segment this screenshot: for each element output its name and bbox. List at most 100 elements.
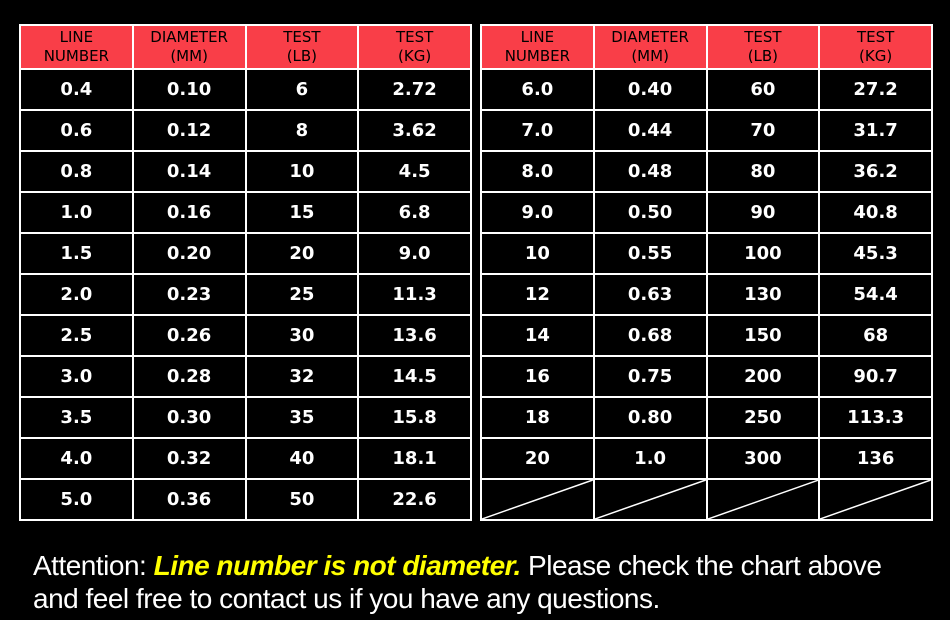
diagonal-cell: [480, 478, 595, 521]
table-cell: 32: [244, 355, 360, 398]
table-cell: 6.0: [480, 68, 595, 111]
table-row: 18 0.80 250 113.3: [480, 396, 933, 439]
table-row: 14 0.68 150 68: [480, 314, 933, 357]
table-cell: 200: [705, 355, 821, 398]
table-cell: 25: [244, 273, 360, 316]
column-header: TEST (LB): [244, 24, 360, 70]
table-cell: 30: [244, 314, 360, 357]
column-header: LINE NUMBER: [480, 24, 595, 70]
table-row: 7.0 0.44 70 31.7: [480, 109, 933, 152]
table-cell: 0.32: [131, 437, 247, 480]
table-row: 6.0 0.40 60 27.2: [480, 68, 933, 111]
table-cell: 18.1: [357, 437, 472, 480]
table-cell: 35: [244, 396, 360, 439]
table-cell: 113.3: [818, 396, 933, 439]
attention-highlight: Line number is not diameter.: [153, 550, 522, 581]
table-cell: 7.0: [480, 109, 595, 152]
tables-row: LINE NUMBER DIAMETER (MM) TEST (LB) TEST (K…: [19, 24, 933, 521]
table-cell: 6: [244, 68, 360, 111]
table-cell: 3.0: [19, 355, 134, 398]
table-cell: 11.3: [357, 273, 472, 316]
table-row: 3.0 0.28 32 14.5: [19, 355, 472, 398]
table-row: 16 0.75 200 90.7: [480, 355, 933, 398]
table-cell: 20: [480, 437, 595, 480]
table-cell: 90: [705, 191, 821, 234]
diagonal-slash-icon: [820, 480, 931, 519]
header-row: LINE NUMBER DIAMETER (MM) TEST (LB) TEST (K…: [480, 24, 933, 70]
table-cell: 0.10: [131, 68, 247, 111]
table-cell: 4.0: [19, 437, 134, 480]
table-cell: 40: [244, 437, 360, 480]
table-cell: 16: [480, 355, 595, 398]
table-cell: 300: [705, 437, 821, 480]
diagonal-slash-icon: [482, 480, 593, 519]
table-cell: 20: [244, 232, 360, 275]
table-cell: 0.48: [592, 150, 708, 193]
attention-note: Attention: Line number is not diameter. …: [33, 549, 938, 615]
table-cell: 12: [480, 273, 595, 316]
table-cell: 8.0: [480, 150, 595, 193]
table-cell: 5.0: [19, 478, 134, 521]
column-header: DIAMETER (MM): [131, 24, 247, 70]
table-cell: 0.8: [19, 150, 134, 193]
column-header: LINE NUMBER: [19, 24, 134, 70]
table-cell: 1.0: [19, 191, 134, 234]
table-cell: 45.3: [818, 232, 933, 275]
table-cell: 0.6: [19, 109, 134, 152]
attention-suffix: Please check the chart above and feel fr…: [33, 550, 882, 614]
table-cell: 50: [244, 478, 360, 521]
table-cell: 136: [818, 437, 933, 480]
table-row: 20 1.0 300 136: [480, 437, 933, 480]
diagonal-cell: [818, 478, 933, 521]
diagonal-cell: [592, 478, 708, 521]
table-cell: 31.7: [818, 109, 933, 152]
table-cell: 0.63: [592, 273, 708, 316]
table-cell: 0.26: [131, 314, 247, 357]
table-cell: 27.2: [818, 68, 933, 111]
diagonal-slash-icon: [708, 480, 819, 519]
table-cell: 8: [244, 109, 360, 152]
table-row: 1.5 0.20 20 9.0: [19, 232, 472, 275]
table-cell: 1.0: [592, 437, 708, 480]
table-cell: 150: [705, 314, 821, 357]
table-cell: 3.5: [19, 396, 134, 439]
table-cell: 14: [480, 314, 595, 357]
table-cell: 0.23: [131, 273, 247, 316]
table-cell: 0.68: [592, 314, 708, 357]
diagonal-cell: [705, 478, 821, 521]
table-row: 10 0.55 100 45.3: [480, 232, 933, 275]
table-cell: 0.55: [592, 232, 708, 275]
column-header: DIAMETER (MM): [592, 24, 708, 70]
table-cell: 4.5: [357, 150, 472, 193]
table-cell: 80: [705, 150, 821, 193]
table-cell: 2.5: [19, 314, 134, 357]
table-row: 8.0 0.48 80 36.2: [480, 150, 933, 193]
table-cell: 68: [818, 314, 933, 357]
table-row: 0.8 0.14 10 4.5: [19, 150, 472, 193]
table-cell: 3.62: [357, 109, 472, 152]
table-cell: 250: [705, 396, 821, 439]
table-cell: 10: [480, 232, 595, 275]
table-cell: 0.80: [592, 396, 708, 439]
table-cell: 0.14: [131, 150, 247, 193]
table-cell: 54.4: [818, 273, 933, 316]
line-spec-table-left: LINE NUMBER DIAMETER (MM) TEST (LB) TEST (K…: [19, 24, 472, 521]
table-cell: 9.0: [357, 232, 472, 275]
table-cell: 0.12: [131, 109, 247, 152]
table-cell: 10: [244, 150, 360, 193]
table-cell: 90.7: [818, 355, 933, 398]
column-header: TEST (KG): [357, 24, 472, 70]
table-cell: 36.2: [818, 150, 933, 193]
column-header: TEST (KG): [818, 24, 933, 70]
table-cell: 0.36: [131, 478, 247, 521]
table-cell: 14.5: [357, 355, 472, 398]
table-cell: 0.40: [592, 68, 708, 111]
table-cell: 15: [244, 191, 360, 234]
table-cell: 0.20: [131, 232, 247, 275]
table-cell: 13.6: [357, 314, 472, 357]
table-row: 1.0 0.16 15 6.8: [19, 191, 472, 234]
table-cell: 40.8: [818, 191, 933, 234]
table-cell: 22.6: [357, 478, 472, 521]
table-cell: 1.5: [19, 232, 134, 275]
table-cell: 70: [705, 109, 821, 152]
